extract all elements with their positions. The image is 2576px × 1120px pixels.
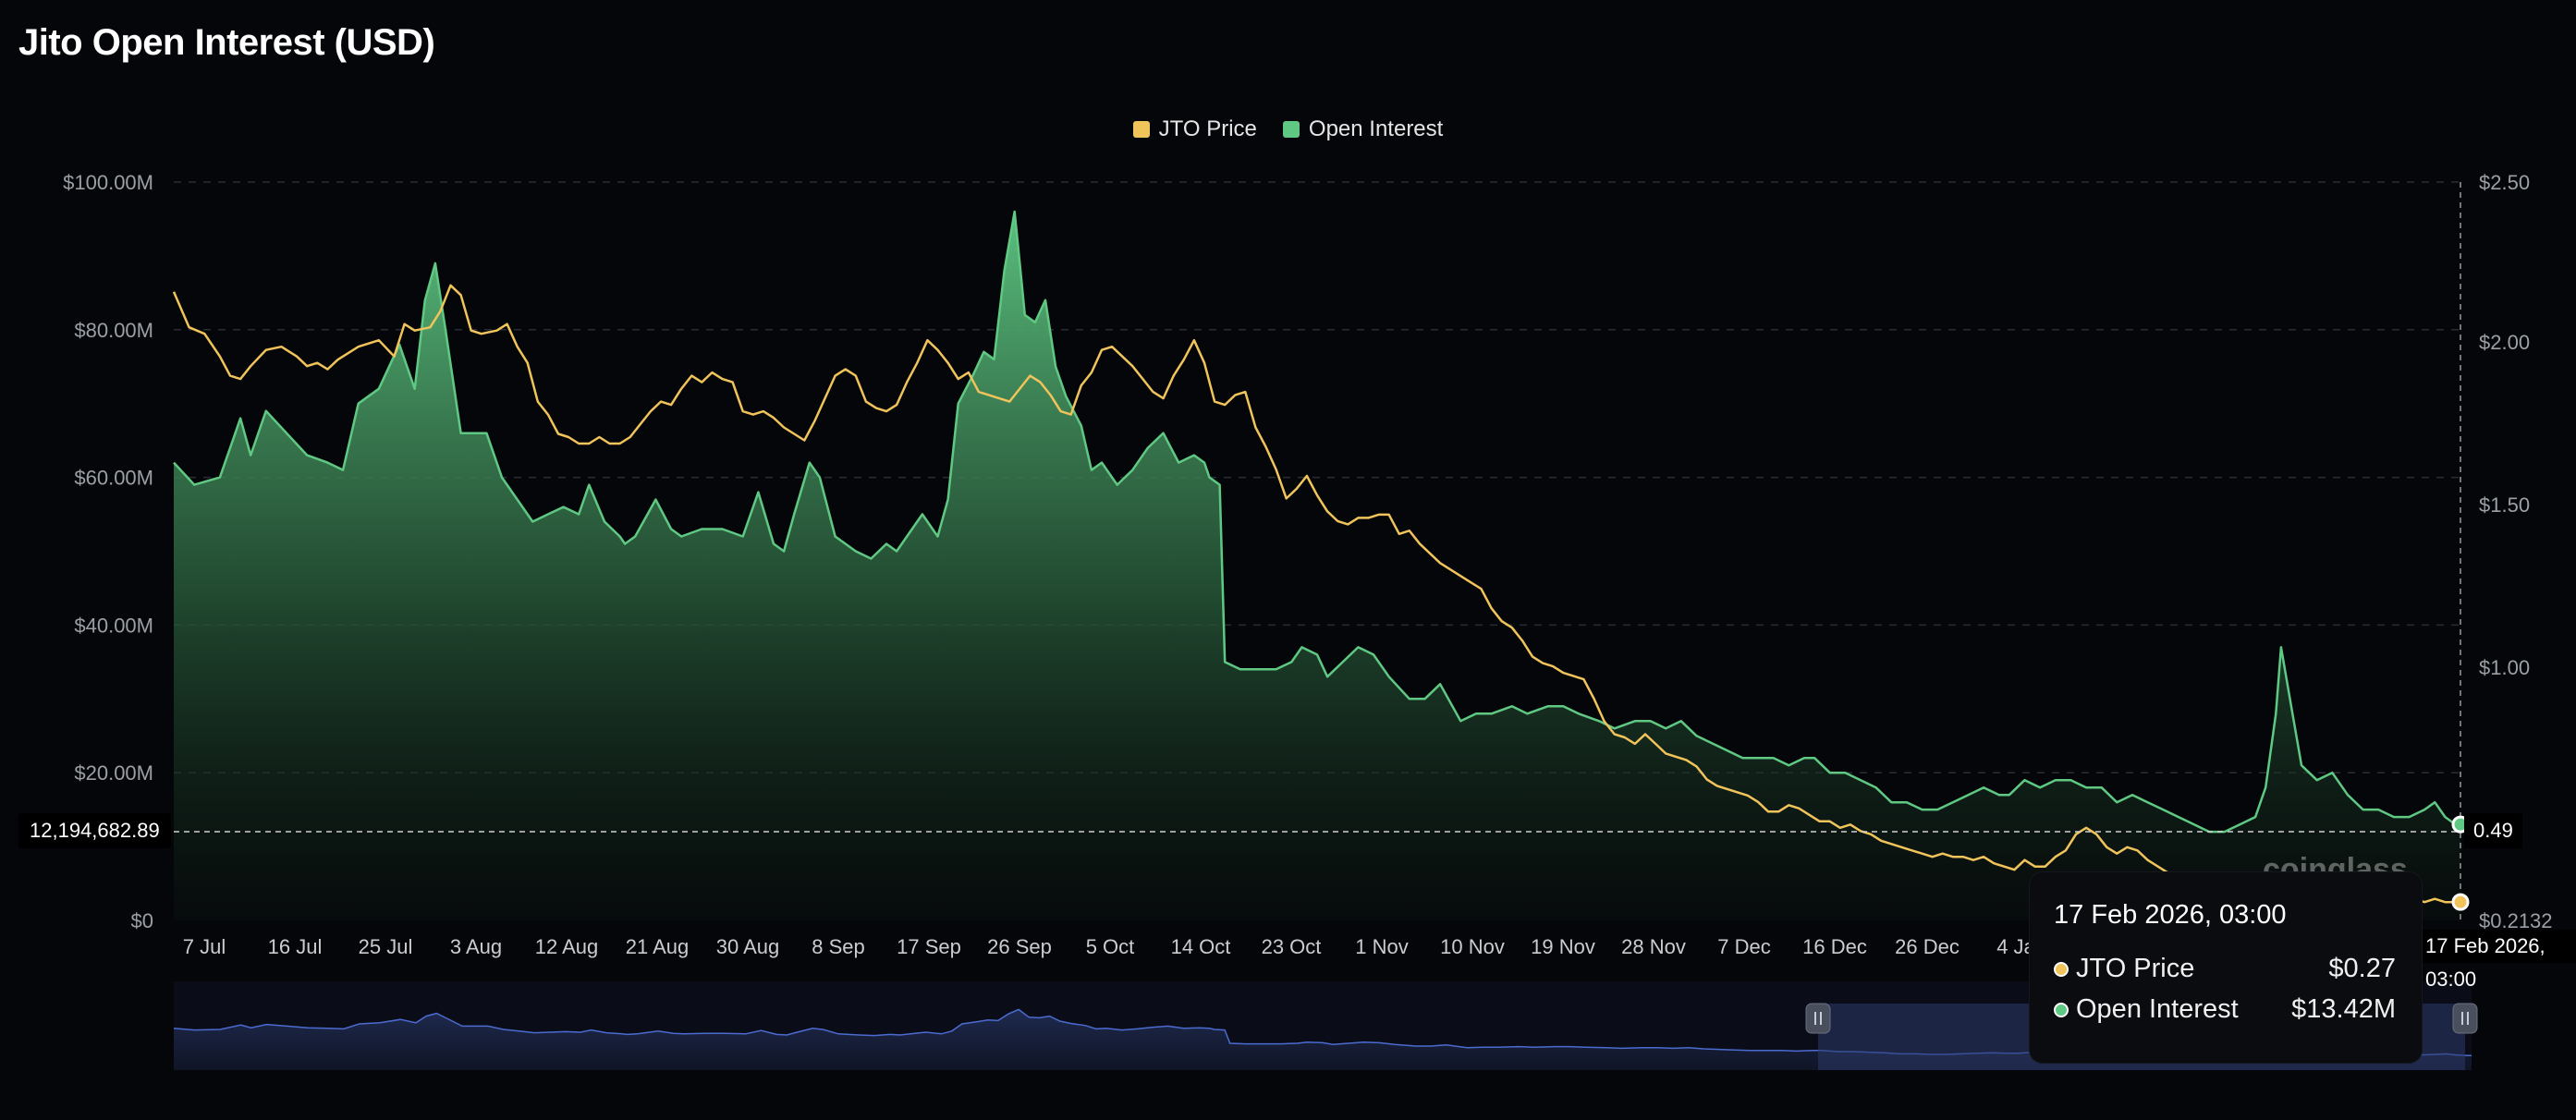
x-tick-label: 21 Aug — [626, 935, 690, 958]
x-tick-label: 3 Aug — [450, 935, 502, 958]
tooltip-value-jto-price: $0.27 — [2328, 954, 2396, 983]
jto-price-line — [172, 284, 2460, 904]
x-tick-label: 23 Oct — [1262, 935, 1322, 958]
legend-label-jto-price: JTO Price — [1158, 116, 1257, 141]
open-interest-area — [174, 212, 2460, 920]
x-tick-label: 17 Sep — [897, 935, 961, 958]
legend-item-jto-price[interactable]: JTO Price — [1132, 116, 1257, 142]
series-layer — [172, 210, 2460, 920]
crosshair-right-value: 0.49 — [2464, 813, 2522, 848]
x-tick-label: 25 Jul — [359, 935, 413, 958]
tooltip: 17 Feb 2026, 03:00 JTO Price $0.27 Open … — [2030, 872, 2422, 1063]
y-right-tick-label: $0.2132 — [2479, 909, 2553, 932]
tooltip-dot-open-interest — [2054, 1002, 2069, 1017]
chart-legend: JTO Price Open Interest — [0, 116, 2576, 142]
x-tick-label: 12 Aug — [535, 935, 599, 958]
tooltip-title: 17 Feb 2026, 03:00 — [2054, 900, 2287, 930]
navigator-handle-left[interactable] — [1805, 1003, 1831, 1034]
y-left-tick-label: $40.00M — [74, 614, 153, 637]
y-left-tick-label: $0 — [131, 909, 153, 932]
y-left-tick-label: $60.00M — [74, 467, 153, 490]
crosshair-point-jto-price — [2451, 893, 2470, 911]
x-tick-label: 5 Oct — [1086, 935, 1135, 958]
x-axis: 7 Jul 16 Jul 25 Jul 3 Aug 12 Aug 21 Aug 30 Aug… — [183, 935, 2036, 958]
navigator-handle-right[interactable] — [2452, 1003, 2478, 1034]
y-left-tick-label: $100.00M — [63, 171, 153, 194]
legend-swatch-jto-price — [1132, 121, 1150, 138]
open-interest-line — [173, 210, 2460, 834]
x-tick-label: 8 Sep — [812, 935, 865, 958]
y-right-tick-label: $1.50 — [2479, 493, 2530, 517]
page-title: Jito Open Interest (USD) — [18, 22, 435, 63]
x-tick-label: 1 Nov — [1355, 935, 1408, 958]
tooltip-value-open-interest: $13.42M — [2291, 994, 2396, 1024]
y-left-tick-label: $80.00M — [74, 319, 153, 342]
x-tick-label: 19 Nov — [1531, 935, 1595, 958]
crosshair-left-value: 12,194,682.89 — [18, 813, 171, 848]
y-right-tick-label: $2.50 — [2479, 171, 2530, 194]
legend-item-open-interest[interactable]: Open Interest — [1282, 116, 1444, 142]
x-tick-label: 14 Oct — [1171, 935, 1231, 958]
x-tick-label: 4 Ja — [1996, 935, 2035, 958]
y-left-tick-label: $20.00M — [74, 761, 153, 785]
tooltip-label-jto-price: JTO Price — [2076, 954, 2195, 983]
tooltip-dot-jto-price — [2054, 961, 2069, 977]
tooltip-row-open-interest: Open Interest $13.42M — [2054, 994, 2396, 1025]
right-axis: $0.2132 $1.00 $1.50 $2.00 $2.50 — [2479, 171, 2553, 932]
x-tick-label: 16 Dec — [1802, 935, 1867, 958]
tooltip-row-jto-price: JTO Price $0.27 — [2054, 954, 2396, 984]
crosshair-date-label: 17 Feb 2026, 03:00 — [2412, 930, 2576, 991]
x-tick-label: 28 Nov — [1621, 935, 1686, 958]
x-tick-label: 7 Jul — [183, 935, 226, 958]
x-tick-label: 7 Dec — [1717, 935, 1770, 958]
left-axis: $0 $20.00M $40.00M $60.00M $80.00M $100.00M — [63, 171, 153, 932]
y-right-tick-label: $1.00 — [2479, 656, 2530, 679]
x-tick-label: 26 Dec — [1895, 935, 1959, 958]
y-right-tick-label: $2.00 — [2479, 331, 2530, 354]
x-tick-label: 30 Aug — [716, 935, 780, 958]
legend-swatch-open-interest — [1282, 121, 1300, 138]
tooltip-label-open-interest: Open Interest — [2076, 994, 2239, 1024]
x-tick-label: 10 Nov — [1440, 935, 1505, 958]
x-tick-label: 16 Jul — [268, 935, 323, 958]
x-tick-label: 26 Sep — [987, 935, 1052, 958]
legend-label-open-interest: Open Interest — [1308, 116, 1444, 141]
